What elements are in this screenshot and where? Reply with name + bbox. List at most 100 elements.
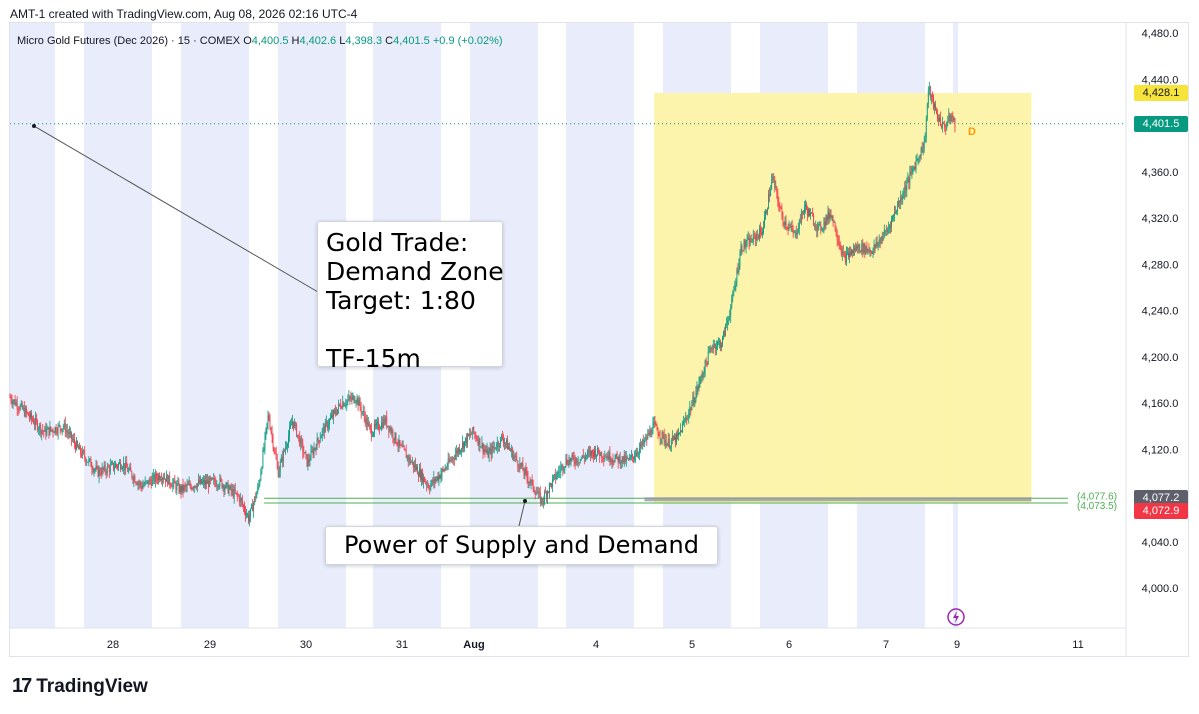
candle-body	[124, 463, 126, 470]
candle-body	[21, 403, 23, 409]
candle-body	[758, 228, 760, 239]
candle-body	[409, 457, 411, 463]
candle-body	[786, 226, 788, 228]
candle-body	[91, 467, 93, 470]
candle-body	[599, 453, 601, 457]
candle-body	[772, 176, 774, 180]
candle-body	[84, 452, 86, 458]
candle-body	[44, 427, 46, 432]
candle-body	[546, 492, 547, 498]
candle-body	[545, 492, 546, 494]
candle-body	[329, 419, 330, 425]
candle-body	[483, 449, 485, 453]
candle-body	[726, 323, 728, 325]
candle-body	[595, 449, 596, 457]
candle-body	[58, 425, 60, 426]
candle-body	[472, 427, 474, 435]
candle-body	[907, 177, 909, 183]
candle-body	[504, 442, 505, 444]
candle-body	[727, 320, 729, 324]
candle-body	[112, 462, 114, 470]
candle-body	[912, 168, 914, 170]
candle-body	[217, 485, 219, 487]
candle-body	[506, 439, 507, 443]
candle-body	[317, 438, 319, 441]
candle-body	[806, 204, 807, 210]
candles	[9, 81, 956, 527]
candle-body	[89, 458, 91, 460]
candle-body	[880, 237, 882, 244]
candle-body	[325, 421, 327, 423]
candle-body	[464, 441, 465, 449]
candle-body	[235, 492, 237, 494]
candle-body	[570, 458, 572, 462]
candle-body	[228, 488, 230, 494]
candle-body	[524, 468, 526, 475]
candle-body	[717, 341, 718, 347]
candle-body	[930, 95, 932, 98]
candle-body	[766, 210, 767, 213]
candle-body	[535, 493, 537, 495]
candle-body	[62, 426, 64, 429]
y-tick-label: 4,480.0	[1142, 28, 1179, 40]
candle-body	[275, 453, 277, 460]
candle-body	[50, 426, 52, 430]
candle-body	[179, 486, 181, 492]
candle-body	[16, 402, 18, 409]
candle-body	[485, 450, 487, 453]
candle-body	[621, 456, 623, 463]
trade-callout[interactable]: Gold Trade: Demand Zone Target: 1:80 TF-…	[317, 221, 504, 373]
candle-body	[60, 428, 62, 432]
candle-body	[484, 449, 486, 451]
candle-body	[316, 438, 318, 450]
candle-body	[127, 467, 129, 472]
candle-body	[871, 252, 873, 254]
candle-body	[287, 444, 288, 447]
candle-body	[508, 447, 509, 450]
tradingview-logo[interactable]: 17 TradingView	[12, 675, 148, 698]
candle-body	[815, 226, 817, 228]
y-tick-label: 4,160.0	[1142, 398, 1179, 410]
candle-body	[644, 439, 646, 444]
candle-body	[226, 482, 228, 484]
candle-body	[809, 209, 810, 217]
candle-body	[918, 156, 920, 160]
lightning-icon	[947, 608, 965, 626]
candle-body	[224, 487, 226, 491]
candle-body	[603, 458, 605, 460]
candle-body	[310, 451, 312, 461]
y-tick-label: 4,440.0	[1142, 74, 1179, 86]
candle-body	[890, 225, 891, 228]
candle-body	[843, 253, 845, 255]
candle-body	[564, 466, 566, 469]
candle-body	[552, 478, 553, 487]
candle-body	[875, 242, 877, 248]
candle-body	[686, 418, 688, 419]
candle-body	[825, 216, 827, 226]
candle-body	[203, 480, 204, 482]
candle-body	[23, 407, 25, 416]
candle-body	[71, 431, 72, 440]
candle-body	[790, 226, 792, 228]
candle-body	[746, 239, 748, 245]
candle-body	[439, 475, 441, 479]
y-tick-label: 4,240.0	[1142, 306, 1179, 318]
supply-demand-callout[interactable]: Power of Supply and Demand	[325, 526, 718, 565]
candle-body	[327, 424, 329, 428]
candle-body	[816, 226, 818, 231]
candle-body	[332, 415, 333, 418]
candle-body	[441, 469, 443, 475]
candle-body	[906, 182, 908, 191]
candle-body	[43, 430, 45, 432]
legend-low-label: L	[339, 35, 346, 47]
chart-frame	[9, 22, 1189, 657]
candle-body	[680, 430, 681, 433]
candle-body	[205, 480, 206, 485]
candle-body	[939, 117, 940, 121]
candle-body	[229, 485, 231, 489]
candle-body	[59, 425, 61, 429]
candle-body	[358, 399, 360, 406]
candle-body	[933, 97, 934, 109]
candle-body	[722, 336, 723, 346]
